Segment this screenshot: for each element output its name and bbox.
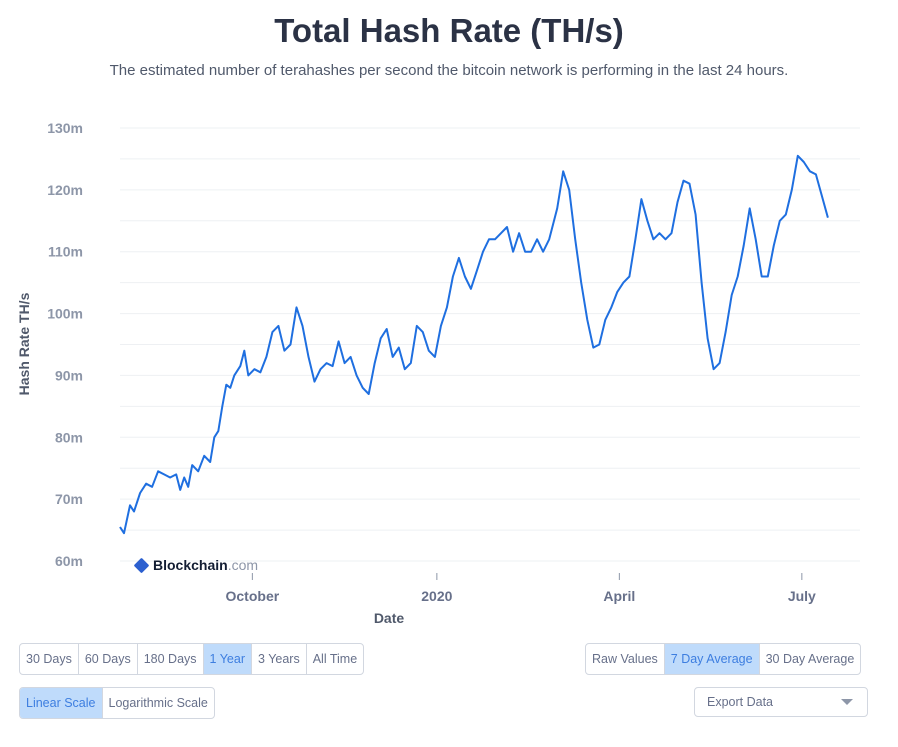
range-60-days-button[interactable]: 60 Days [79, 644, 138, 674]
y-tick-label: 100m [47, 306, 83, 322]
y-axis-label: Hash Rate TH/s [16, 292, 32, 395]
hash-rate-chart: 60m 70m 80m 90m 100m 110m 120m 130m October 2020 A… [16, 120, 860, 626]
blockchain-logo-icon [133, 557, 150, 573]
x-tick-label: April [603, 588, 635, 604]
chevron-down-icon [841, 699, 853, 705]
series-line [119, 154, 829, 535]
brand-domain: .com [227, 557, 259, 573]
y-tick-label: 70m [55, 491, 83, 507]
range-3-years-button[interactable]: 3 Years [252, 644, 307, 674]
raw-values-button[interactable]: Raw Values [586, 644, 665, 674]
chart-title: Total Hash Rate (TH/s) [274, 12, 624, 49]
x-axis-label: Date [374, 610, 405, 626]
scale-button-group: Linear Scale Logarithmic Scale [19, 687, 215, 719]
average-button-group: Raw Values 7 Day Average 30 Day Average [585, 643, 862, 675]
y-tick-label: 80m [55, 429, 83, 445]
30-day-average-button[interactable]: 30 Day Average [765, 652, 855, 666]
x-tick-label: 2020 [421, 588, 452, 604]
range-all-time-button[interactable]: All Time [312, 652, 358, 666]
y-tick-label: 130m [47, 120, 83, 136]
range-1-year-button[interactable]: 1 Year [203, 644, 252, 674]
y-tick-label: 60m [55, 553, 83, 569]
y-tick-label: 90m [55, 367, 83, 383]
linear-scale-button[interactable]: Linear Scale [20, 688, 103, 718]
range-180-days-button[interactable]: 180 Days [138, 644, 204, 674]
7-day-average-button[interactable]: 7 Day Average [664, 644, 760, 674]
export-data-label: Export Data [707, 695, 774, 709]
y-tick-label: 120m [47, 182, 83, 198]
range-button-group: 30 Days 60 Days 180 Days 1 Year 3 Years … [19, 643, 365, 675]
logarithmic-scale-button[interactable]: Logarithmic Scale [108, 696, 208, 710]
range-30-days-button[interactable]: 30 Days [20, 644, 79, 674]
export-data-dropdown[interactable]: Export Data [694, 687, 868, 717]
brand-name: Blockchain [153, 557, 228, 573]
x-tick-label: October [226, 588, 280, 604]
x-tick-label: July [788, 588, 816, 604]
y-tick-label: 110m [48, 244, 83, 260]
brand-watermark: Blockchain .com [133, 557, 259, 573]
chart-subtitle: The estimated number of terahashes per s… [109, 62, 789, 79]
